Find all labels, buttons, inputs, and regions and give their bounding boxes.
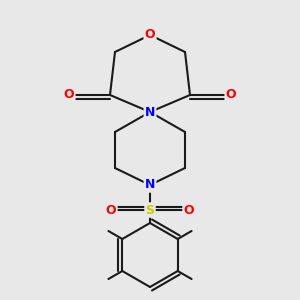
Text: O: O (106, 203, 116, 217)
Text: O: O (226, 88, 236, 101)
Text: N: N (145, 106, 155, 118)
Text: O: O (145, 28, 155, 41)
Text: S: S (146, 203, 154, 217)
Text: O: O (64, 88, 74, 101)
Text: N: N (145, 178, 155, 191)
Text: O: O (184, 203, 194, 217)
